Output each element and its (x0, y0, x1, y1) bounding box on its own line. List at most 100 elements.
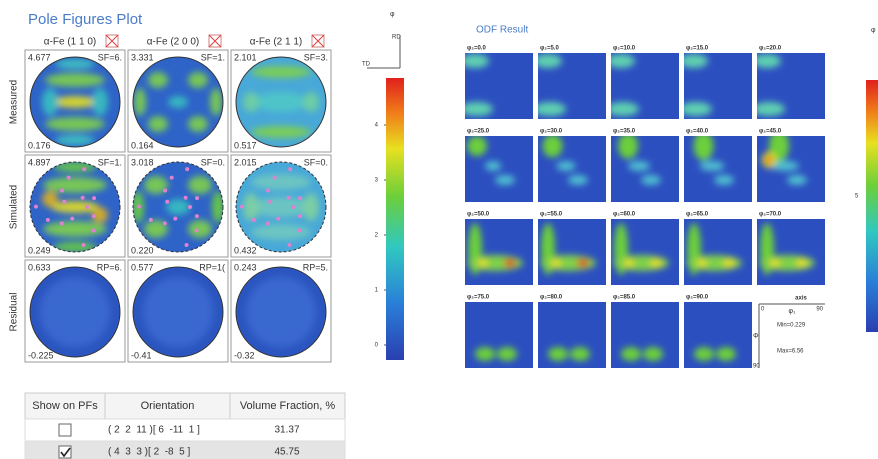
section-label: φ₂=15.0 (686, 46, 709, 52)
pole-marker (291, 205, 295, 209)
column-header: α-Fe (2 0 0) (147, 37, 199, 48)
blob (495, 175, 515, 185)
blob (92, 88, 108, 116)
blobs (467, 223, 523, 275)
blobs (757, 54, 785, 116)
factor: SF=3. (304, 52, 328, 62)
max-value: 3.018 (131, 157, 154, 167)
odf-section (538, 302, 606, 368)
blob (251, 224, 311, 240)
blob (504, 259, 516, 267)
odf-section (684, 53, 752, 119)
blob (714, 175, 734, 185)
pole-marker (173, 216, 178, 221)
pole-marker (34, 204, 39, 209)
pole-figure (236, 162, 326, 252)
checkbox[interactable] (58, 423, 72, 437)
pole-figure (236, 57, 326, 147)
pole-outline (235, 56, 327, 148)
blob (538, 102, 566, 116)
factor: RP=6. (97, 262, 122, 272)
blob (251, 197, 311, 217)
blobs (475, 347, 517, 361)
min-value: -0.32 (234, 350, 255, 360)
odf-section (465, 136, 533, 202)
pole-figure (30, 267, 120, 357)
blob (796, 259, 808, 267)
blob (53, 242, 97, 252)
blob (641, 175, 661, 185)
max-value: 3.331 (131, 52, 154, 62)
odf-section (465, 219, 533, 285)
blobs (621, 347, 663, 361)
blob (144, 220, 168, 238)
blob (134, 88, 146, 116)
blob (684, 54, 708, 68)
blobs (759, 223, 815, 275)
blobs (613, 223, 669, 275)
pole-outline (235, 161, 327, 253)
blobs (143, 277, 213, 347)
axis-label: Φ (753, 333, 759, 340)
min-value: -0.225 (28, 350, 54, 360)
blob (759, 255, 815, 271)
blob (467, 136, 487, 156)
factor: RP=1( (199, 262, 225, 272)
factor: SF=1. (98, 157, 122, 167)
blob (699, 161, 725, 171)
blob (757, 102, 785, 116)
section-label: φ₂=10.0 (613, 46, 636, 52)
volume-fraction: 45.75 (274, 447, 299, 458)
blob (188, 176, 212, 194)
blob (148, 116, 168, 132)
blobs (762, 136, 807, 185)
odf-section (684, 136, 752, 202)
colorbar-tick: 3 (375, 178, 379, 184)
section-label: φ₂=85.0 (613, 295, 636, 301)
blob (465, 102, 493, 116)
blobs (548, 347, 590, 361)
section-label: φ₂=90.0 (686, 295, 709, 301)
section-label: φ₂=55.0 (540, 212, 563, 218)
odf-section (684, 219, 752, 285)
max-value: 4.677 (28, 52, 51, 62)
section-label: φ₂=40.0 (686, 129, 709, 135)
blob (465, 54, 489, 68)
blobs (540, 223, 596, 275)
checkmark (60, 447, 71, 458)
pole-marker (82, 167, 87, 172)
blob (551, 259, 561, 267)
pole-figure (133, 267, 223, 357)
odf-section (611, 302, 679, 368)
pole-marker (287, 243, 292, 248)
max-value: 2.101 (234, 52, 257, 62)
odf-section (465, 53, 533, 119)
odf-section (757, 219, 825, 285)
pole-figure (30, 162, 120, 252)
blob (694, 347, 714, 361)
section-label: φ₂=65.0 (686, 212, 709, 218)
colorbar-gradient (866, 80, 878, 332)
colorbar-tick: 1 (375, 288, 379, 294)
blob (256, 92, 306, 112)
blob (497, 347, 517, 361)
section-label: φ₂=20.0 (759, 46, 782, 52)
blob (542, 136, 563, 158)
blob (628, 161, 650, 171)
min-value: 0.176 (28, 140, 51, 150)
pole-marker (298, 196, 303, 201)
pole-marker (288, 167, 293, 172)
pole-outline (132, 56, 224, 148)
pole-marker (251, 217, 256, 222)
pole-figure (236, 267, 326, 357)
remove-icon (311, 34, 325, 48)
pole-marker (62, 199, 67, 204)
min-value: 0.432 (234, 245, 257, 255)
max-value: 0.577 (131, 262, 154, 272)
blob (188, 72, 208, 88)
checkbox[interactable] (58, 445, 72, 459)
section-label: φ₂=60.0 (613, 212, 636, 218)
pole-marker (66, 175, 71, 180)
odf-section (538, 53, 606, 119)
pole-marker (163, 188, 168, 193)
